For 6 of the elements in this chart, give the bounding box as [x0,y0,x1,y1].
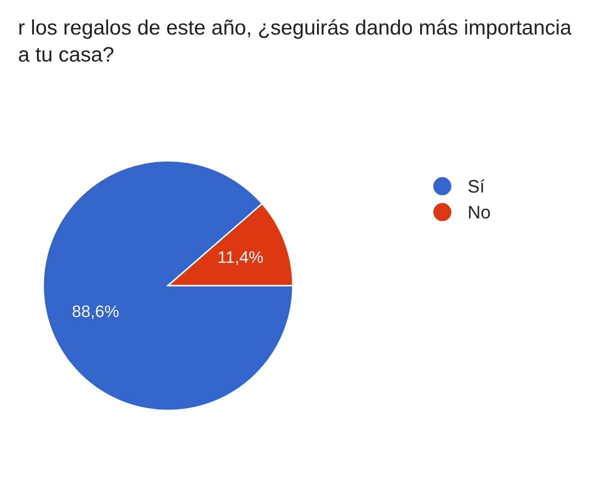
data-label: 11,4% [218,251,263,265]
legend-label: No [469,206,490,219]
chart-title: r los regalos de este año, ¿seguirás dando más importancia a tu casa? [18,19,572,62]
data-label: 88,6% [72,305,119,320]
legend-label: Sí [468,179,485,193]
pie-slice [42,160,294,412]
